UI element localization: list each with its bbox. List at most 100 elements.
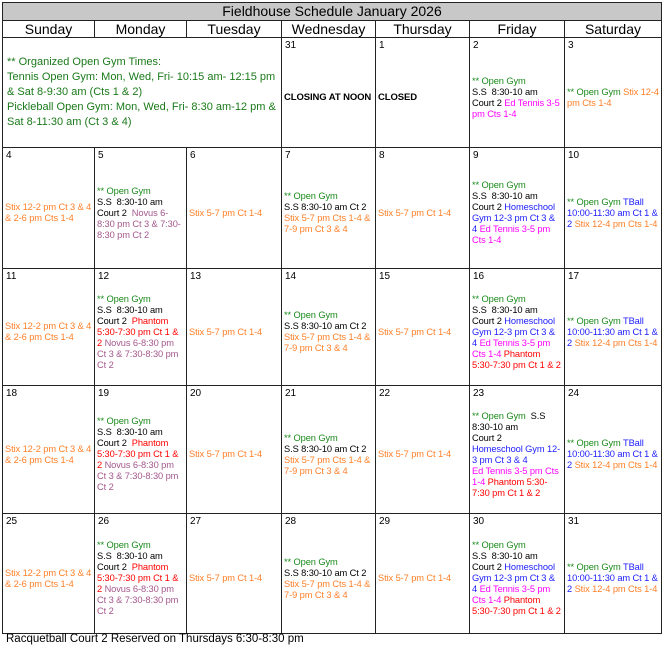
event-line: S.S 8:30-10 am Ct 2 [284, 321, 373, 332]
day-number: 13 [190, 271, 202, 282]
day-cell: 11 Stix 12-2 pm Ct 3 & 4 & 2-6 pm Cts 1-4 [2, 268, 95, 386]
day-events: ** Open Gym S.S 8:30-10 am Court 2 Phantom… [97, 400, 184, 509]
event-text: Stix 5-7 pm Ct 1-4 [378, 573, 452, 583]
event-line: Stix 12-2 pm Ct 3 & 4 & 2-6 pm Cts 1-4 [5, 202, 92, 224]
day-events: ** Open Gym S.S 8:30-10 am Court 2 Ed Tenn… [472, 52, 562, 143]
event-line: Court 2 Phantom 5:30-7:30 pm Ct 1 & 2 No… [97, 316, 184, 371]
event-line: Stix 5-7 pm Cts 1-4 & 7-9 pm Ct 3 & 4 [284, 455, 373, 477]
day-number: 17 [568, 271, 580, 282]
event-text: Stix 5-7 pm Cts 1-4 & 7-9 pm Ct 3 & 4 [284, 454, 373, 476]
event-text: Phantom 5:30-7:30 pm Ct 1 & 2 [472, 348, 561, 370]
event-text: Phantom 5:30-7:30 pm Ct 1 & 2 [97, 438, 181, 470]
day-events: ** Open Gym Stix 12-4 pm Cts 1-4 [567, 52, 659, 143]
event-text: Stix 5-7 pm Cts 1-4 & 7-9 pm Ct 3 & 4 [284, 578, 373, 600]
event-line: Stix 5-7 pm Ct 1-4 [378, 327, 467, 338]
event-line: ** Open Gym [472, 180, 562, 191]
event-line: ** Open Gym TBall 10:00-11:30 am Ct 1 & … [567, 562, 659, 595]
event-text: ** Open Gym [472, 540, 526, 550]
event-text: CLOSING AT NOON [284, 92, 372, 103]
footer-note: Racquetball Court 2 Reserved on Thursday… [6, 633, 304, 645]
event-text: Stix 5-7 pm Ct 1-4 [189, 207, 263, 218]
day-cell: 26 ** Open Gym S.S 8:30-10 am Court 2 Phant… [94, 513, 187, 634]
day-events: ** Open Gym TBall 10:00-11:30 am Ct 1 & … [567, 283, 659, 381]
day-number: 25 [6, 516, 18, 527]
event-line: ** Open Gym [284, 433, 373, 444]
event-text: S.S 8:30-10 am [472, 304, 538, 315]
calendar-table: Fieldhouse Schedule January 2026 Sunday M… [2, 2, 662, 634]
event-text: Stix 12-4 pm Cts 1-4 [574, 337, 658, 348]
day-events: ** Open Gym S.S 8:30-10 am Ct 2 Stix 5-7 p… [284, 400, 373, 509]
day-events: ** Open Gym S.S 8:30-10 am Court 2 Homesch… [472, 528, 562, 629]
event-text: ** Open Gym [567, 196, 623, 207]
week-row: 25 Stix 12-2 pm Ct 3 & 4 & 2-6 pm Cts 1-4… [2, 513, 662, 634]
calendar-title: Fieldhouse Schedule January 2026 [2, 2, 662, 21]
event-text: S.S 8:30-10 am [472, 86, 538, 97]
event-text: Stix 5-7 pm Cts 1-4 & 7-9 pm Ct 3 & 4 [284, 332, 373, 353]
event-line: Stix 5-7 pm Ct 1-4 [378, 208, 467, 219]
event-text: CLOSED [378, 92, 417, 103]
event-text: S.S 8:30-10 am [97, 551, 163, 561]
event-line: ** Open Gym [97, 186, 184, 197]
day-cell: 19 ** Open Gym S.S 8:30-10 am Court 2 Phant… [94, 385, 187, 514]
event-text: ** Open Gym [97, 416, 151, 426]
event-text: Homeschool Gym 12-3 pm Ct 3 & 4 [472, 443, 561, 465]
event-text: ** Open Gym [472, 410, 531, 421]
day-number: 12 [98, 271, 110, 282]
event-text: Stix 12-2 pm Ct 3 & 4 & 2-6 pm Cts 1-4 [5, 567, 94, 589]
day-cell: 21 ** Open Gym S.S 8:30-10 am Ct 2 Stix 5-7… [281, 385, 376, 514]
event-text: ** Open Gym [472, 293, 526, 304]
day-number: 7 [285, 150, 291, 161]
day-events: Stix 12-2 pm Ct 3 & 4 & 2-6 pm Cts 1-4 [5, 283, 92, 381]
event-text: Stix 5-7 pm Ct 1-4 [378, 207, 452, 218]
day-events: ** Open Gym S.S 8:30-10 am Court 2 Novus 6… [97, 162, 184, 264]
event-text: Court 2 [472, 315, 505, 326]
event-line: S.S 8:30-10 am [472, 551, 562, 562]
day-header-monday: Monday [94, 20, 187, 38]
day-number: 4 [6, 150, 12, 161]
event-line: ** Open Gym [472, 294, 562, 305]
event-line: ** Open Gym [97, 540, 184, 551]
event-text: TBall 10:00-11:30 am Ct 1 & 2 [567, 562, 661, 594]
event-line: Court 2 Homeschool Gym 12-3 pm Ct 3 & 4 … [472, 316, 562, 371]
day-number: 10 [568, 150, 580, 161]
event-text: Stix 12-4 pm Cts 1-4 [574, 584, 658, 594]
event-line: ** Open Gym [284, 310, 373, 321]
event-line: ** Open Gym [472, 76, 562, 87]
day-events: ** Open Gym S.S 8:30-10 am Court 2 Homesch… [472, 162, 562, 264]
day-events: Stix 12-2 pm Ct 3 & 4 & 2-6 pm Cts 1-4 [5, 400, 92, 509]
day-events: Stix 5-7 pm Ct 1-4 [189, 400, 279, 509]
day-number: 26 [98, 516, 110, 527]
week-row: 18 Stix 12-2 pm Ct 3 & 4 & 2-6 pm Cts 1-4… [2, 385, 662, 514]
day-cell: 24 ** Open Gym TBall 10:00-11:30 am Ct 1 … [564, 385, 662, 514]
event-text: ** Open Gym [284, 310, 338, 320]
event-line: Court 2 Homeschool Gym 12-3 pm Ct 3 & 4 … [472, 202, 562, 246]
day-cell: 16 ** Open Gym S.S 8:30-10 am Court 2 Homes… [469, 268, 565, 386]
event-text: ** Open Gym [97, 540, 151, 550]
day-number: 30 [473, 516, 485, 527]
event-text: TBall 10:00-11:30 am Ct 1 & 2 [567, 315, 661, 348]
event-line: Stix 12-2 pm Ct 3 & 4 & 2-6 pm Cts 1-4 [5, 444, 92, 466]
event-line: CLOSED [378, 92, 467, 103]
event-text: ** Open Gym [284, 556, 338, 567]
day-events: Stix 5-7 pm Ct 1-4 [189, 162, 279, 264]
event-text: Phantom 5:30-7:30 pm Ct 1 & 2 [97, 562, 181, 594]
event-line: Court 2 Homeschool Gym 12-3 pm Ct 3 & 4 … [472, 562, 562, 617]
event-line: ** Open Gym TBall 10:00-11:30 am Ct 1 & … [567, 197, 659, 230]
day-cell: 30 ** Open Gym S.S 8:30-10 am Court 2 Homes… [469, 513, 565, 634]
event-line: ** Open Gym [472, 540, 562, 551]
day-of-week-header: Sunday Monday Tuesday Wednesday Thursday Frid… [2, 20, 662, 38]
day-number: 20 [190, 388, 202, 399]
event-text: Stix 12-4 pm Cts 1-4 [574, 218, 658, 229]
event-line: S.S 8:30-10 am [472, 305, 562, 316]
event-text: Stix 12-2 pm Ct 3 & 4 & 2-6 pm Cts 1-4 [5, 202, 94, 223]
day-cell: 3 ** Open Gym Stix 12-4 pm Cts 1-4 [564, 37, 662, 148]
event-line: Court 2 [472, 433, 562, 444]
day-cell: 13 Stix 5-7 pm Ct 1-4 [186, 268, 282, 386]
event-text: ** Open Gym [472, 75, 526, 86]
day-cell: 1 CLOSED [375, 37, 470, 148]
event-line: Stix 5-7 pm Ct 1-4 [189, 208, 279, 219]
day-events: Stix 12-2 pm Ct 3 & 4 & 2-6 pm Cts 1-4 [5, 162, 92, 264]
day-events: ** Open Gym S.S 8:30-10 am Ct 2 Stix 5-7 p… [284, 528, 373, 629]
event-text: Homeschool Gym 12-3 pm Ct 3 & 4 [472, 562, 558, 594]
day-number: 5 [98, 150, 104, 161]
